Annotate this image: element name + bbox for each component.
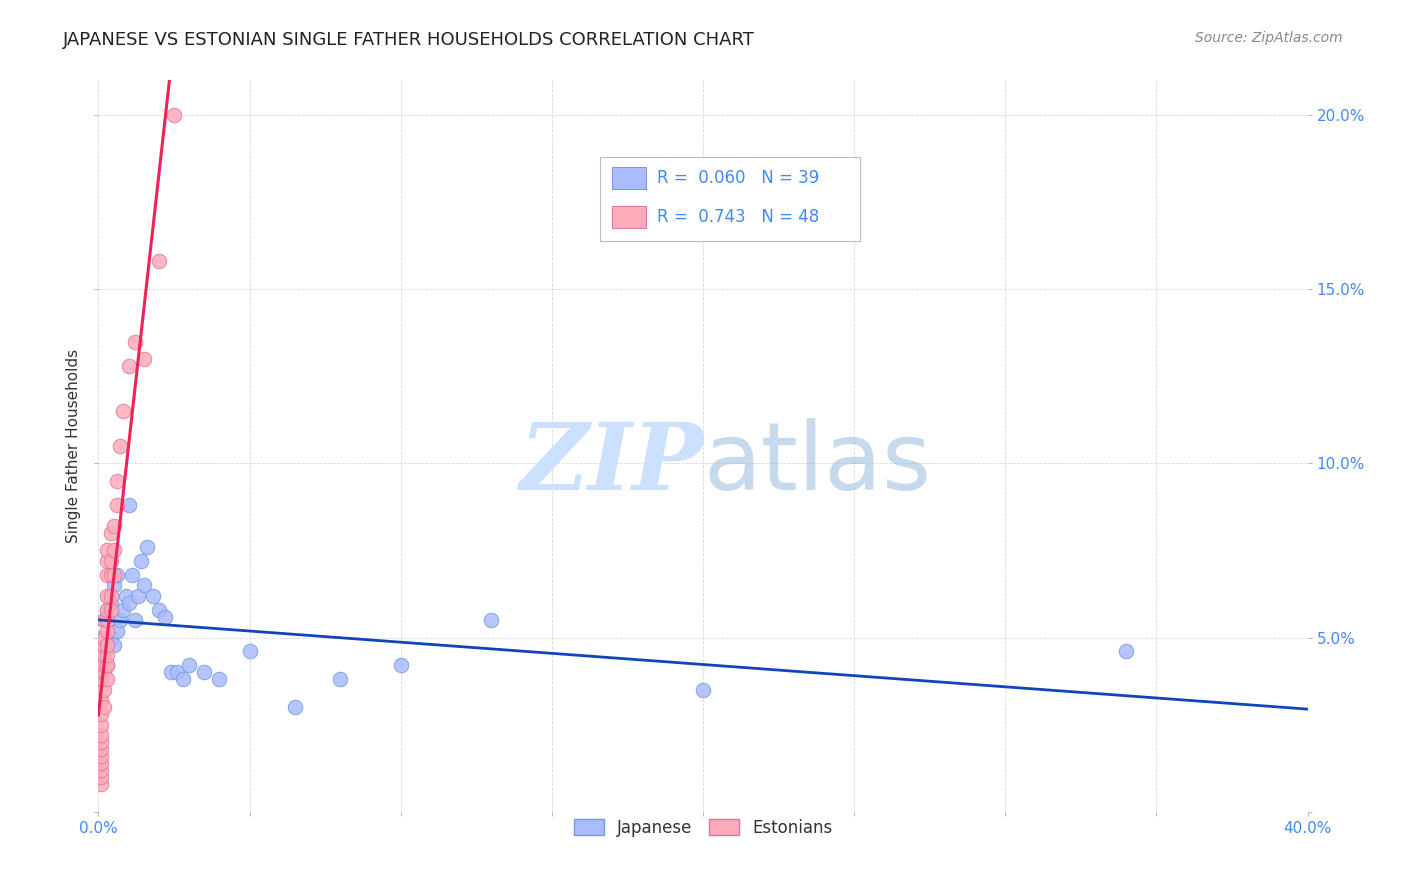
Point	[90, 728, 112, 742]
Point	[111, 603, 134, 617]
Point	[93, 682, 115, 697]
Point	[105, 474, 128, 488]
Point	[108, 439, 131, 453]
Point	[100, 554, 122, 568]
Y-axis label: Single Father Households: Single Father Households	[66, 349, 82, 543]
Text: R =  0.060   N = 39: R = 0.060 N = 39	[657, 169, 820, 186]
Point	[96, 589, 118, 603]
Point	[93, 648, 115, 662]
Point	[124, 613, 146, 627]
Point	[90, 763, 112, 777]
FancyBboxPatch shape	[613, 206, 647, 228]
Point	[100, 631, 122, 645]
Point	[93, 631, 115, 645]
Point	[96, 638, 118, 652]
Point	[93, 613, 115, 627]
Point	[96, 658, 118, 673]
Point	[90, 770, 112, 784]
Point	[124, 334, 146, 349]
Point	[111, 404, 134, 418]
Point	[100, 567, 122, 582]
Point	[90, 717, 112, 731]
Point	[103, 638, 125, 652]
Point	[105, 498, 128, 512]
Point	[148, 603, 170, 617]
Point	[118, 359, 141, 373]
Point	[90, 742, 112, 756]
Point	[90, 777, 112, 791]
Point	[142, 589, 165, 603]
Point	[100, 526, 122, 541]
Point	[153, 609, 176, 624]
Point	[172, 673, 194, 687]
Point	[103, 519, 125, 533]
Point	[179, 658, 201, 673]
Point	[692, 682, 714, 697]
Point	[100, 596, 122, 610]
Point	[163, 108, 186, 122]
Point	[208, 673, 231, 687]
FancyBboxPatch shape	[613, 167, 647, 188]
Point	[127, 589, 149, 603]
Point	[96, 658, 118, 673]
Point	[96, 567, 118, 582]
Point	[90, 749, 112, 764]
Point	[121, 567, 143, 582]
Point	[90, 665, 112, 680]
Point	[96, 624, 118, 638]
Point	[193, 665, 215, 680]
Point	[103, 578, 125, 592]
Point	[100, 603, 122, 617]
Point	[132, 351, 155, 366]
FancyBboxPatch shape	[600, 157, 860, 241]
Point	[114, 589, 136, 603]
Text: R =  0.743   N = 48: R = 0.743 N = 48	[657, 208, 820, 226]
Point	[284, 700, 307, 714]
Point	[93, 638, 115, 652]
Point	[389, 658, 412, 673]
Point	[90, 735, 112, 749]
Point	[166, 665, 188, 680]
Point	[90, 693, 112, 707]
Point	[135, 540, 157, 554]
Point	[96, 613, 118, 627]
Point	[329, 673, 352, 687]
Point	[160, 665, 183, 680]
Point	[90, 707, 112, 722]
Point	[118, 498, 141, 512]
Text: Source: ZipAtlas.com: Source: ZipAtlas.com	[1195, 31, 1343, 45]
Point	[90, 756, 112, 770]
Point	[239, 644, 262, 658]
Text: atlas: atlas	[703, 418, 931, 510]
Point	[100, 589, 122, 603]
Point	[132, 578, 155, 592]
Point	[105, 624, 128, 638]
Point	[118, 596, 141, 610]
Point	[96, 543, 118, 558]
Point	[105, 567, 128, 582]
Point	[96, 603, 118, 617]
Point	[93, 613, 115, 627]
Point	[96, 673, 118, 687]
Point	[96, 648, 118, 662]
Point	[103, 543, 125, 558]
Point	[1115, 644, 1137, 658]
Point	[96, 554, 118, 568]
Point	[148, 254, 170, 268]
Legend: Japanese, Estonians: Japanese, Estonians	[567, 813, 839, 844]
Point	[93, 648, 115, 662]
Text: ZIP: ZIP	[519, 419, 703, 509]
Point	[108, 613, 131, 627]
Point	[129, 554, 152, 568]
Text: JAPANESE VS ESTONIAN SINGLE FATHER HOUSEHOLDS CORRELATION CHART: JAPANESE VS ESTONIAN SINGLE FATHER HOUSE…	[63, 31, 755, 49]
Point	[93, 665, 115, 680]
Point	[103, 567, 125, 582]
Point	[96, 603, 118, 617]
Point	[93, 700, 115, 714]
Point	[481, 613, 503, 627]
Point	[93, 658, 115, 673]
Point	[90, 673, 112, 687]
Point	[90, 631, 112, 645]
